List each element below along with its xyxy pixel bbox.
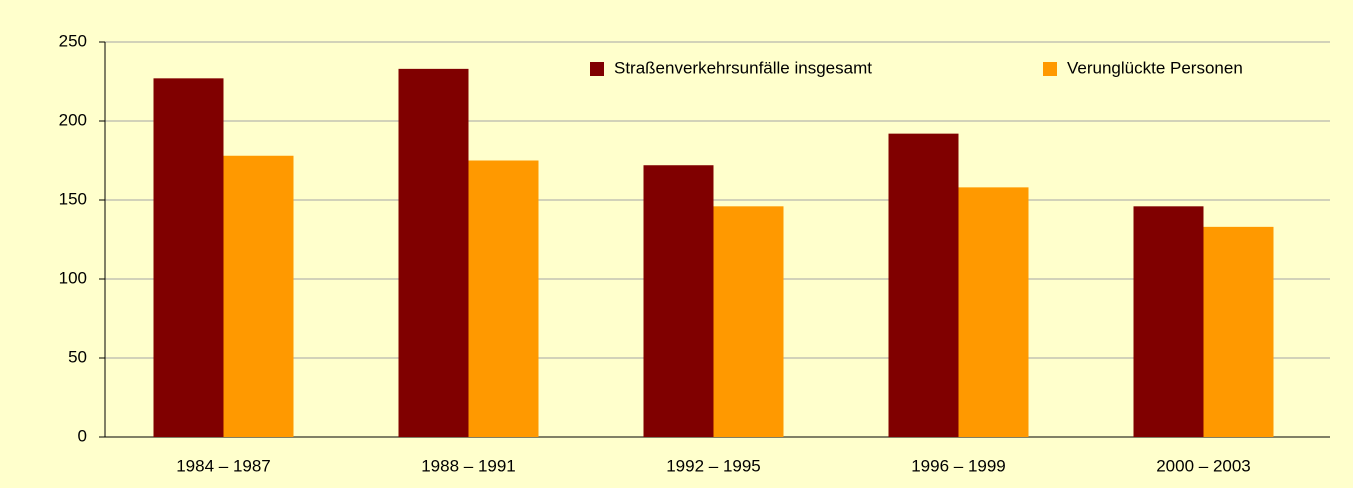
x-tick-label: 1992 – 1995	[666, 456, 761, 475]
bar	[1203, 226, 1274, 437]
x-tick-label: 1988 – 1991	[421, 456, 516, 475]
bar	[958, 187, 1029, 437]
y-tick-label: 0	[78, 426, 87, 445]
bar	[153, 78, 224, 437]
bar	[713, 206, 784, 437]
bar	[223, 155, 294, 437]
bar	[643, 165, 714, 438]
x-tick-label: 1996 – 1999	[911, 456, 1006, 475]
bar	[1133, 206, 1204, 437]
y-tick-label: 250	[59, 31, 87, 50]
legend-swatch	[590, 62, 604, 76]
bar	[888, 133, 959, 437]
bar	[468, 160, 539, 437]
x-tick-label: 1984 – 1987	[176, 456, 271, 475]
legend-label: Verunglückte Personen	[1067, 58, 1243, 77]
legend-swatch	[1043, 62, 1057, 76]
bar	[398, 68, 469, 438]
y-tick-label: 150	[59, 189, 87, 208]
y-tick-label: 200	[59, 110, 87, 129]
x-tick-label: 2000 – 2003	[1156, 456, 1251, 475]
y-tick-label: 100	[59, 268, 87, 287]
y-tick-label: 50	[68, 347, 87, 366]
legend-label: Straßenverkehrsunfälle insgesamt	[614, 58, 872, 77]
